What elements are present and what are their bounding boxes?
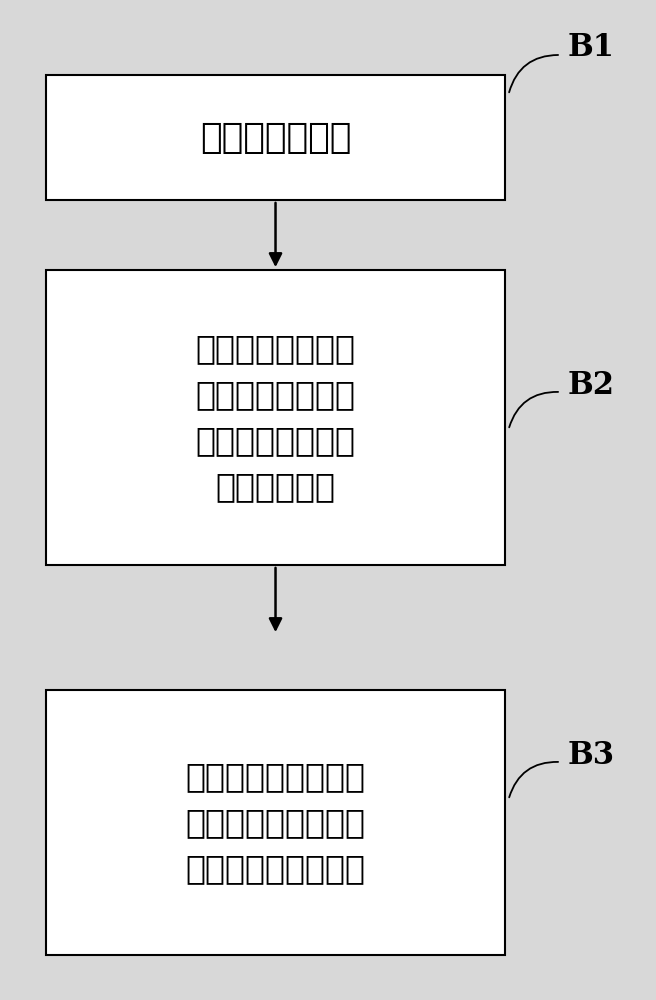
Text: B1: B1: [567, 32, 614, 64]
Text: B3: B3: [567, 740, 615, 770]
Text: 对图像进行合成: 对图像进行合成: [200, 120, 351, 154]
Text: 对合成后的图像进
行灰阶处理，获取
彩色滤光片上各个
像素的灰阶值: 对合成后的图像进 行灰阶处理，获取 彩色滤光片上各个 像素的灰阶值: [195, 332, 356, 503]
Text: B2: B2: [567, 369, 615, 400]
FancyArrowPatch shape: [509, 762, 558, 797]
Bar: [46, 690, 505, 955]
Text: 根据灰阶值的变化情
况，找到彩色滤光片
上灰阶变化的临界点: 根据灰阶值的变化情 况，找到彩色滤光片 上灰阶变化的临界点: [186, 760, 365, 885]
Bar: [46, 270, 505, 565]
FancyArrowPatch shape: [509, 55, 558, 92]
FancyArrowPatch shape: [509, 392, 558, 427]
Bar: [46, 75, 505, 200]
